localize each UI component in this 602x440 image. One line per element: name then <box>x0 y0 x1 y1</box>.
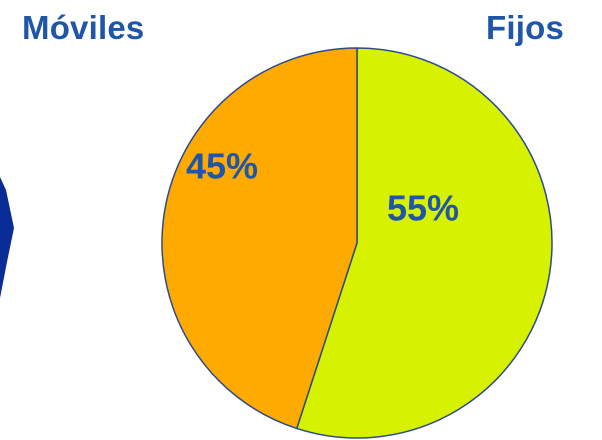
pie-data-label: 45% <box>186 146 258 187</box>
pie-data-label: 55% <box>387 188 459 229</box>
fijos-title: Fijos <box>486 9 565 46</box>
side-chevron-shape <box>0 177 14 298</box>
pie-slice-moviles <box>161 47 358 430</box>
moviles-title: Móviles <box>22 9 145 46</box>
pie-slice-fijos <box>295 47 553 439</box>
